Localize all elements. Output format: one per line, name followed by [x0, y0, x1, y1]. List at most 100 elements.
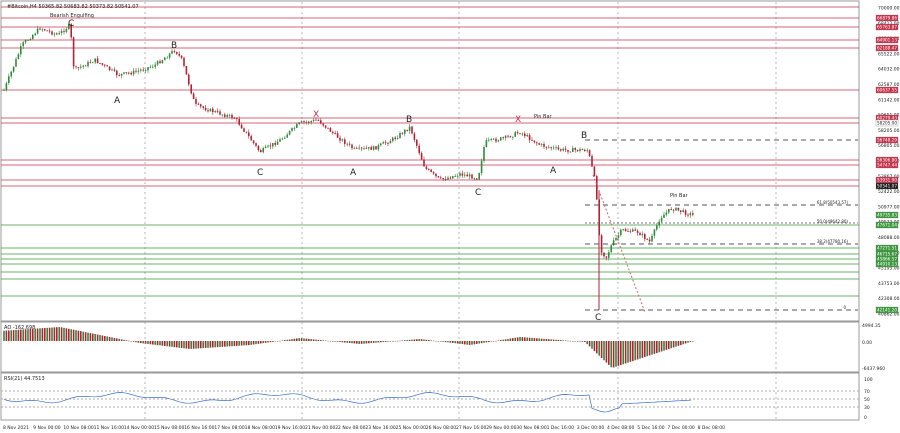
candle-body	[192, 93, 195, 100]
candle-body	[526, 135, 528, 137]
ao-bar	[82, 331, 84, 341]
time-tick: 22 Nov 08:00	[335, 425, 365, 431]
ao-bar	[87, 332, 89, 341]
price-tag-text: 60637.55	[877, 88, 897, 93]
candle-body	[29, 39, 32, 41]
ao-bar	[396, 340, 399, 342]
candle-body	[293, 127, 296, 129]
ao-bar	[276, 341, 279, 342]
ao-bar	[392, 341, 394, 342]
ao-bar	[264, 341, 267, 343]
candle-body	[152, 66, 154, 68]
candle-body	[324, 125, 327, 128]
ao-bar	[231, 341, 233, 347]
ao-bar	[363, 341, 365, 344]
candle-body	[608, 252, 610, 258]
ao-bar	[298, 338, 300, 341]
ao-bar	[53, 327, 56, 341]
candle-body	[521, 133, 524, 135]
candle-body	[118, 75, 120, 76]
time-tick: 26 Nov 08:00	[426, 425, 456, 431]
ao-bar	[550, 339, 552, 341]
ao-bar	[490, 341, 492, 342]
rsi-pane[interactable]	[0, 372, 860, 421]
candle-body	[483, 147, 485, 161]
ao-bar	[447, 341, 449, 343]
ao-bar	[135, 341, 137, 343]
candle-body	[562, 148, 564, 151]
ao-bar	[612, 341, 615, 368]
ao-bar	[142, 341, 144, 344]
ao-pane[interactable]	[0, 321, 860, 373]
ao-bar	[624, 341, 627, 364]
candle-body	[651, 235, 653, 242]
time-axis[interactable]: 8 Nov 2021 9 Nov 00:00 10 Nov 08:00 11 Nov …	[3, 425, 725, 431]
ao-bar	[101, 335, 104, 341]
ao-bar	[576, 341, 579, 342]
rsi-label: RSI(21) 44.7513	[4, 376, 45, 382]
candle-body	[384, 142, 387, 144]
ao-bar	[365, 341, 368, 344]
ao-bar	[209, 341, 212, 348]
ao-bar	[185, 341, 188, 349]
ao-bar	[521, 337, 524, 341]
candle-body	[480, 160, 483, 174]
candle-body	[140, 69, 142, 71]
candle-body	[312, 119, 315, 121]
candle-body	[332, 131, 334, 134]
ao-bar	[442, 341, 444, 342]
ao-bar	[689, 341, 692, 342]
candle-body	[144, 70, 147, 72]
main-chart-pane[interactable]	[0, 0, 860, 322]
ao-bar	[435, 340, 437, 342]
ao-bar	[216, 341, 219, 348]
ao-bar	[312, 339, 315, 341]
candle-body	[274, 142, 276, 145]
candle-body	[420, 153, 423, 160]
candle-body	[509, 136, 512, 138]
candle-body	[531, 139, 533, 141]
candle-body	[276, 141, 279, 145]
candle-body	[257, 145, 260, 151]
wave-label: A	[114, 96, 121, 106]
candle-body	[454, 175, 456, 177]
candle-body	[543, 143, 545, 147]
rsi-tick-50: 50	[864, 397, 870, 403]
ao-bar	[574, 341, 576, 342]
ao-bar	[212, 341, 214, 348]
candle-body	[413, 133, 416, 140]
ao-bar	[461, 341, 464, 345]
candle-body	[687, 214, 689, 216]
candle-body	[231, 114, 233, 119]
candle-body	[348, 143, 351, 145]
fib-382-label: 38.2(47780.16)	[817, 239, 849, 244]
rsi-tick-70: 70	[864, 389, 870, 395]
candle-body	[567, 149, 569, 152]
ao-tick-top: 4994.35	[862, 323, 881, 329]
candle-body	[555, 147, 557, 149]
candle-body	[300, 121, 303, 123]
candle-body	[552, 147, 555, 149]
ao-bar	[108, 336, 111, 341]
ao-bar	[370, 341, 372, 344]
candle-body	[653, 229, 656, 236]
ao-bar	[634, 341, 636, 361]
ao-bar	[286, 339, 288, 341]
candle-body	[84, 65, 87, 67]
ao-bar	[48, 327, 51, 341]
candle-body	[164, 57, 166, 61]
candle-body	[72, 37, 75, 67]
ao-bar	[677, 341, 680, 346]
candle-body	[360, 147, 363, 149]
candle-body	[161, 60, 164, 64]
candle-body	[636, 230, 639, 233]
ao-bar	[432, 340, 435, 342]
candle-body	[497, 140, 500, 142]
candle-body	[447, 177, 449, 180]
candle-body	[387, 142, 389, 144]
ao-bar	[320, 340, 322, 341]
ao-bar	[670, 341, 672, 349]
candle-body	[612, 240, 615, 246]
candle-body	[492, 138, 495, 140]
